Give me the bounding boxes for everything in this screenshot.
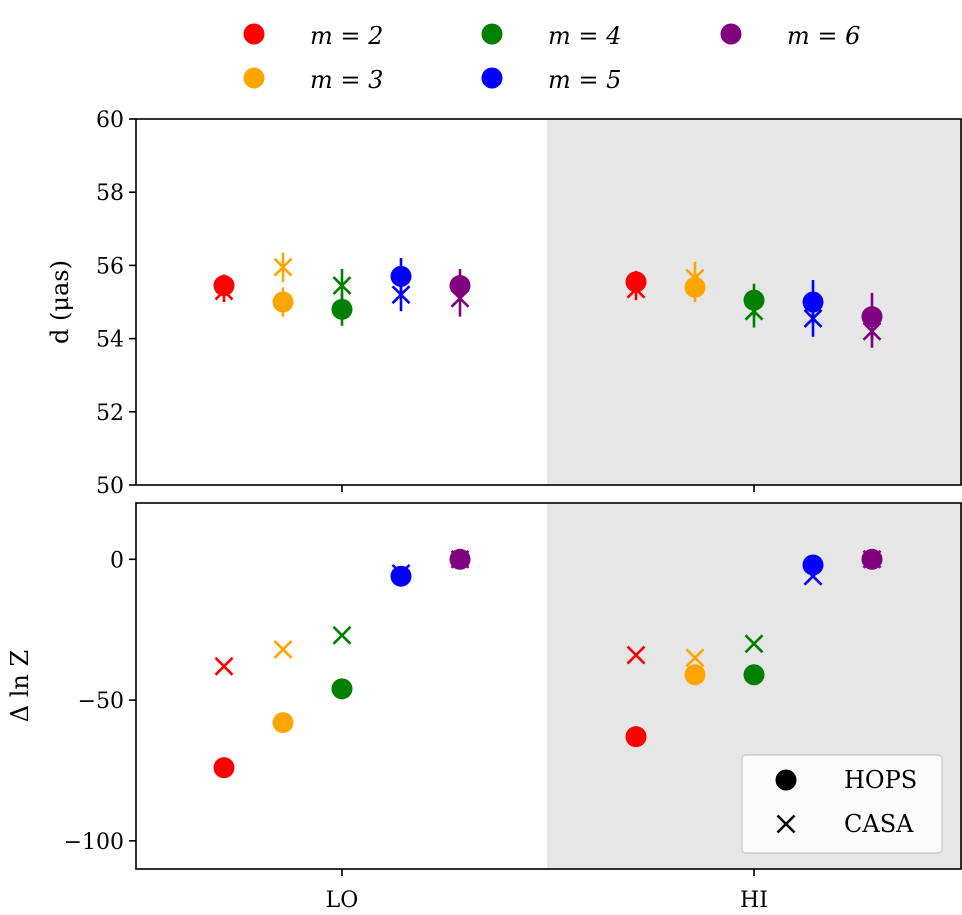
bottom-casa-hi-m2-point [626, 645, 646, 665]
bottom-panel: −100 −50 0 LO HI Δ ln Z HOPS CASA [6, 502, 962, 913]
bottom-casa-lo-m4-point [332, 625, 352, 645]
bottom-hops-hi-m3-point [684, 664, 706, 686]
bottom-ytick-label: −50 [78, 689, 124, 714]
top-hops-lo-m3-point [272, 291, 294, 313]
marker-legend-casa-symbol [776, 814, 796, 834]
top-ytick-label: 52 [96, 401, 124, 426]
legend-marker-m4 [481, 23, 503, 45]
top-casa-lo-m4-point-stroke-b [332, 276, 352, 295]
legend-label-m2: m = 2 [310, 22, 383, 50]
top-casa-lo-m3-point-stroke-b [273, 257, 293, 277]
top-x-ticks [341, 485, 755, 492]
top-hops-lo-m6-point [449, 275, 471, 297]
top-hops-hi-m4-point [743, 289, 765, 311]
legend-marker-m2 [243, 23, 265, 45]
top-ytick-label: 60 [96, 108, 124, 133]
bottom-casa-hi-m2-point-stroke-b [626, 645, 646, 665]
bottom-ytick-label: 0 [110, 548, 124, 573]
bottom-hops-lo-m4-point [331, 678, 353, 700]
bottom-casa-lo-m4-point-stroke-b [332, 625, 352, 645]
top-ytick-label: 54 [96, 328, 124, 353]
legend-label-m3: m = 3 [310, 66, 383, 94]
bottom-hops-hi-m5-point [802, 554, 824, 576]
top-casa-lo-m4-point [332, 276, 352, 295]
bottom-casa-lo-m3-point [273, 639, 293, 659]
top-hops-hi-m3-point [684, 276, 706, 298]
top-ytick-label: 50 [96, 474, 124, 499]
bottom-casa-hi-m3-point [685, 648, 705, 668]
bottom-hops-hi-m2-point [625, 726, 647, 748]
legend-label-m5: m = 5 [548, 66, 621, 94]
top-ytick-label: 58 [96, 181, 124, 206]
top-y-axis-label: d (μas) [46, 260, 74, 344]
marker-legend-hops-label: HOPS [844, 766, 917, 794]
bottom-hops-hi-m6-point [861, 548, 883, 570]
top-hops-lo-m2-point [213, 275, 235, 297]
xtick-label-hi: HI [740, 888, 768, 913]
top-hops-lo-m4-point [331, 298, 353, 320]
top-hops-hi-m5-point [802, 291, 824, 313]
bottom-casa-lo-m3-point-stroke-b [273, 639, 293, 659]
top-data-marks [213, 252, 883, 348]
bottom-hops-lo-m2-point [213, 757, 235, 779]
top-y-ticks: 50 52 54 56 58 60 [96, 108, 136, 499]
series-legend: m = 2 m = 3 m = 4 m = 5 m = 6 [243, 22, 860, 94]
top-casa-lo-m3-point [273, 257, 293, 277]
legend-marker-m6 [720, 23, 742, 45]
bottom-casa-lo-m2-point-stroke-b [214, 656, 234, 676]
legend-label-m4: m = 4 [548, 22, 621, 50]
bottom-casa-hi-m4-point-stroke-b [744, 634, 764, 654]
xtick-label-lo: LO [326, 888, 359, 913]
bottom-hops-lo-m3-point [272, 712, 294, 734]
legend-label-m6: m = 6 [787, 22, 860, 50]
marker-legend-casa-symbol-stroke-b [776, 814, 796, 834]
bottom-y-ticks: −100 −50 0 [64, 548, 136, 855]
top-hops-hi-m2-point [625, 271, 647, 293]
bottom-y-axis-label: Δ ln Z [6, 650, 34, 722]
bottom-data-marks [213, 548, 883, 779]
bottom-x-ticks: LO HI [326, 869, 768, 913]
bottom-casa-lo-m2-point [214, 656, 234, 676]
marker-legend: HOPS CASA [741, 754, 943, 854]
bottom-casa-hi-m3-point-stroke-b [685, 648, 705, 668]
legend-marker-m3 [243, 67, 265, 89]
top-hops-lo-m5-point [390, 265, 412, 287]
bottom-casa-hi-m4-point [744, 634, 764, 654]
bottom-ytick-label: −100 [64, 830, 124, 855]
bottom-hops-lo-m5-point [390, 565, 412, 587]
top-panel: 50 52 54 56 58 60 d (μas) [46, 108, 962, 499]
marker-legend-hops-symbol [775, 769, 797, 791]
top-hops-hi-m6-point [861, 306, 883, 328]
bottom-hops-lo-m6-point [449, 548, 471, 570]
bottom-hops-hi-m4-point [743, 664, 765, 686]
bottom-axes-frame [135, 502, 962, 870]
top-axes-frame [135, 118, 962, 486]
marker-legend-casa-label: CASA [844, 810, 914, 838]
top-ytick-label: 56 [96, 254, 124, 279]
legend-marker-m5 [481, 67, 503, 89]
